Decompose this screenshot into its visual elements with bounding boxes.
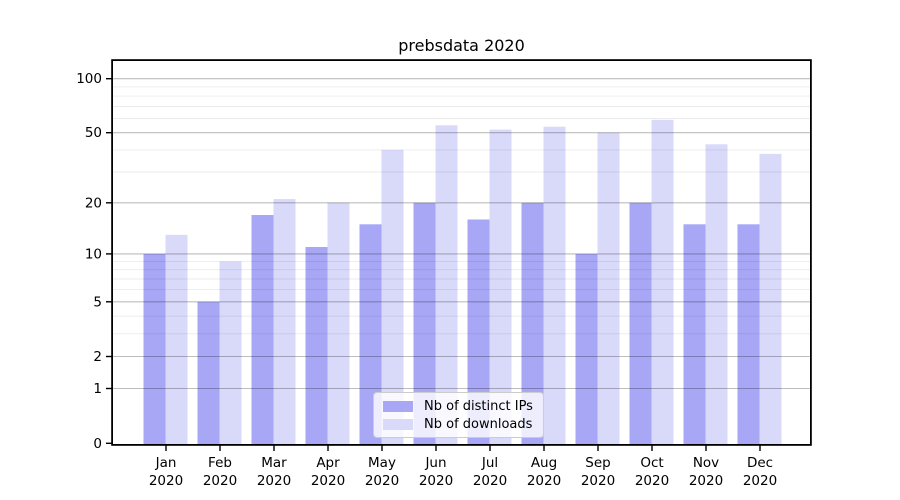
bar-distinct-ips-dec [737, 224, 760, 444]
x-tick-label-year: 2020 [527, 473, 561, 489]
x-tick-label-year: 2020 [419, 473, 453, 489]
bar-distinct-ips-jul [467, 219, 490, 444]
legend-item-distinct-ips: Nb of distinct IPs [383, 400, 534, 413]
bar-downloads-feb [219, 261, 242, 444]
y-tick-label: 100 [76, 71, 102, 87]
bar-distinct-ips-aug [521, 202, 544, 444]
x-tick-label-year: 2020 [149, 473, 183, 489]
bar-distinct-ips-apr [305, 247, 328, 444]
bar-distinct-ips-mar [251, 215, 274, 444]
x-tick-label-year: 2020 [365, 473, 399, 489]
bar-distinct-ips-jan [143, 253, 166, 444]
x-tick-label-year: 2020 [635, 473, 669, 489]
bar-downloads-oct [651, 119, 674, 445]
x-tick-label-year: 2020 [257, 473, 291, 489]
legend-label-distinct-ips: Nb of distinct IPs [424, 398, 533, 414]
bar-downloads-apr [327, 202, 350, 444]
x-tick-label-year: 2020 [311, 473, 345, 489]
x-tick-label-month: Sep [585, 455, 610, 471]
y-tick-label: 50 [85, 125, 102, 141]
bar-distinct-ips-sep [575, 253, 598, 444]
y-tick-label: 2 [93, 349, 102, 365]
bar-distinct-ips-oct [629, 202, 652, 444]
x-tick-label-month: Feb [208, 455, 232, 471]
x-tick-label-month: May [368, 455, 396, 471]
x-tick-label-month: Nov [693, 455, 719, 471]
x-tick-label-year: 2020 [203, 473, 237, 489]
x-tick-label-month: Jan [155, 455, 177, 471]
x-tick-label-year: 2020 [473, 473, 507, 489]
x-tick-label-month: Jul [481, 455, 498, 471]
legend: Nb of distinct IPs Nb of downloads [373, 392, 544, 438]
bar-distinct-ips-jun [413, 202, 436, 444]
x-tick-label-month: Jun [424, 455, 446, 471]
bar-downloads-dec [759, 153, 782, 444]
x-tick-label-month: Oct [640, 455, 663, 471]
bar-downloads-jul [489, 129, 512, 444]
bar-distinct-ips-may [359, 224, 382, 444]
bar-downloads-jan [165, 234, 188, 444]
bar-downloads-sep [597, 132, 620, 444]
y-tick-label: 20 [85, 195, 102, 211]
y-tick-label: 1 [93, 381, 102, 397]
x-tick-label-year: 2020 [689, 473, 723, 489]
x-tick-label-month: Apr [316, 455, 340, 471]
bar-downloads-nov [705, 144, 728, 445]
chart-title: prebsdata 2020 [398, 36, 525, 55]
axes-spines [111, 59, 812, 446]
x-tick-label-year: 2020 [581, 473, 615, 489]
x-tick-label-month: Mar [261, 455, 287, 471]
bar-distinct-ips-feb [197, 301, 220, 444]
legend-label-downloads: Nb of downloads [424, 416, 533, 432]
x-tick-label-year: 2020 [743, 473, 777, 489]
y-tick-label: 0 [93, 436, 102, 452]
x-tick-label-month: Aug [531, 455, 557, 471]
bar-downloads-jun [435, 125, 458, 445]
legend-item-downloads: Nb of downloads [383, 418, 534, 431]
bar-downloads-aug [543, 126, 566, 444]
legend-swatch-distinct-ips-icon [383, 400, 413, 412]
bar-downloads-may [381, 149, 404, 444]
legend-swatch-downloads-icon [383, 418, 413, 430]
bar-downloads-mar [273, 199, 296, 444]
bar-distinct-ips-nov [683, 224, 706, 444]
y-tick-label: 5 [93, 294, 102, 310]
x-tick-label-month: Dec [747, 455, 773, 471]
y-tick-label: 10 [85, 246, 102, 262]
